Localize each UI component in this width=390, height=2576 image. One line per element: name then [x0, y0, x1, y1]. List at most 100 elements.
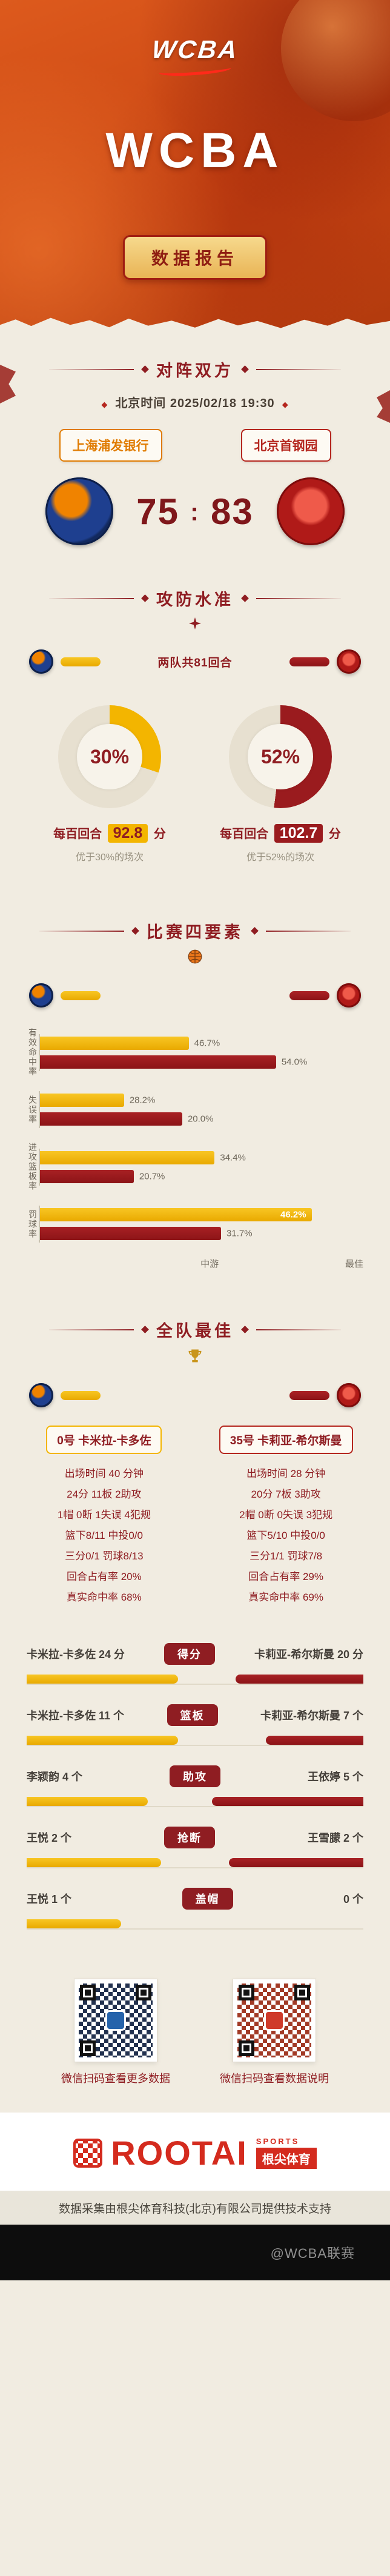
leader-row-bars: [27, 1675, 363, 1685]
data-report-button[interactable]: 数据报告: [122, 235, 267, 280]
diamond-icon: [141, 365, 149, 373]
title-line-left: [49, 1329, 134, 1330]
bottom-bar: @WCBA联赛: [0, 2225, 390, 2280]
away-team-logo-small: [337, 1383, 361, 1407]
home-per100-value: 92.8: [107, 824, 148, 843]
leader-row-bars: [27, 1919, 363, 1930]
title-line-left: [39, 930, 124, 932]
diamond-icon: [251, 927, 259, 935]
away-bar: 54.0%: [40, 1055, 307, 1069]
home-bar: 46.7%: [40, 1036, 220, 1050]
factor-bars: 46.2% 31.7%: [39, 1206, 363, 1243]
stat-line: 2帽 0断 0失误 3犯规: [239, 1509, 333, 1521]
factor-bars: 34.4% 20.7%: [39, 1148, 363, 1186]
factor-row-turnover: 失误率 28.2% 20.0%: [22, 1091, 363, 1128]
stat-line: 出场时间 28 分钟: [246, 1468, 326, 1479]
factor-row-efg: 有效命中率 46.7% 54.0%: [22, 1028, 363, 1077]
away-team-marker: [289, 1383, 361, 1407]
away-pace-donut-chart: 52%: [229, 705, 332, 808]
home-team-logo-small: [29, 983, 53, 1007]
rootai-brand-name: ROOTAI: [111, 2134, 248, 2172]
qr-finder-icon: [80, 2040, 96, 2056]
home-bar: [27, 1797, 148, 1806]
home-leader-text: 卡米拉-卡多佐 24 分: [27, 1648, 125, 1661]
per100-prefix: 每百回合: [53, 828, 102, 841]
basketball-icon: [0, 949, 390, 968]
away-bar-value: 20.0%: [187, 1114, 214, 1124]
away-bar-value: 54.0%: [281, 1057, 308, 1067]
leader-row-texts: 王悦 2 个 抢断 王雪朦 2 个: [27, 1827, 363, 1848]
away-bar: [265, 1736, 363, 1745]
per100-prefix: 每百回合: [220, 828, 269, 841]
match-datetime-text: 北京时间 2025/02/18 19:30: [115, 397, 275, 410]
qr-center-logo: [264, 2010, 285, 2031]
home-leader-text: 李颖韵 4 个: [27, 1771, 83, 1783]
leader-row-texts: 卡米拉-卡多佐 11 个 篮板 卡莉亚-希尔斯曼 7 个: [27, 1704, 363, 1726]
leader-row-bars: [27, 1797, 363, 1807]
rootai-brand-right: SPORTS 根尖体育: [256, 2137, 317, 2169]
title-line-right: [256, 597, 341, 599]
stat-line: 24分 11板 2助攻: [67, 1489, 142, 1500]
matchup-section-title: 对阵双方: [0, 357, 390, 381]
axis-best-label: 最佳: [345, 1259, 363, 1269]
qr-finder-icon: [80, 1985, 96, 2000]
per100-suffix: 分: [328, 828, 341, 841]
rootai-sports-label: SPORTS: [256, 2137, 300, 2146]
home-best-player-name: 0号 卡米拉-卡多佐: [46, 1426, 162, 1454]
home-team-marker: [29, 983, 101, 1007]
leader-comparison: 卡米拉-卡多佐 24 分 得分 卡莉亚-希尔斯曼 20 分 卡米拉-卡多佐 11…: [0, 1625, 390, 1937]
away-color-swatch: [289, 991, 329, 1000]
home-bar: 28.2%: [40, 1094, 155, 1107]
pace-section: 攻防水准 两队共81回合 30% 每百回合: [0, 566, 390, 898]
away-bar: [211, 1797, 363, 1806]
wcba-logo-text: WCBA: [150, 35, 240, 64]
away-per100-line: 每百回合 102.7 分: [208, 824, 353, 843]
diamond-deco-icon: ◆: [101, 400, 108, 409]
factor-label: 进攻篮板率: [28, 1143, 38, 1191]
away-rank-note: 优于52%的场次: [246, 852, 315, 863]
factor-bars: 28.2% 20.0%: [39, 1091, 363, 1128]
away-color-swatch: [289, 657, 329, 666]
home-team-marker: [29, 1383, 101, 1407]
page-title: WCBA: [105, 123, 285, 178]
factor-bars: 46.7% 54.0%: [39, 1034, 363, 1071]
away-bar-value: 31.7%: [226, 1228, 253, 1239]
leader-row-assists: 李颖韵 4 个 助攻 王依婷 5 个: [27, 1753, 363, 1814]
title-line-right: [256, 368, 341, 370]
away-bar: 20.7%: [40, 1169, 165, 1183]
home-pace-donut-chart: 30%: [58, 705, 161, 808]
away-leader-text: 王依婷 5 个: [307, 1771, 363, 1783]
stat-line: 真实命中率 68%: [67, 1592, 142, 1603]
qr-code-data-notes: [233, 1979, 316, 2062]
leader-row-steals: 王悦 2 个 抢断 王雪朦 2 个: [27, 1814, 363, 1876]
home-bar: [27, 1736, 179, 1745]
diamond-icon: [141, 1326, 149, 1333]
away-team-marker: [289, 649, 361, 674]
pace-away-column: 52% 每百回合 102.7 分 优于52%的场次: [208, 705, 353, 863]
pace-donut-charts: 30% 每百回合 92.8 分 优于30%的场次 52% 每百回合 102.7 …: [0, 705, 390, 863]
factor-row-ftrate: 罚球率 46.2% 31.7%: [22, 1206, 363, 1243]
header: WCBA WCBA 数据报告: [0, 0, 390, 332]
qr-center-logo: [105, 2010, 126, 2031]
qr-section: 微信扫码查看更多数据 微信扫码查看数据说明: [0, 1961, 390, 2113]
stat-line: 回合占有率 20%: [67, 1571, 142, 1582]
sparkle-star-icon: [0, 616, 390, 634]
qr-caption-right: 微信扫码查看数据说明: [220, 2073, 329, 2085]
away-team-logo-small: [336, 649, 361, 674]
away-color-swatch: [289, 1390, 329, 1400]
leader-row-texts: 王悦 1 个 盖帽 0 个: [27, 1888, 363, 1910]
title-line-right: [256, 1329, 341, 1330]
diamond-icon: [131, 927, 139, 935]
home-rank-note: 优于30%的场次: [75, 852, 144, 863]
away-team-logo: [276, 477, 345, 545]
home-best-player-card: 0号 卡米拉-卡多佐 出场时间 40 分钟 24分 11板 2助攻 1帽 0断 …: [27, 1426, 182, 1608]
diamond-icon: [141, 594, 149, 602]
factor-row-oreb: 进攻篮板率 34.4% 20.7%: [22, 1143, 363, 1191]
final-score: 75:83: [136, 491, 254, 533]
away-best-player-card: 35号 卡莉亚-希尔斯曼 出场时间 28 分钟 20分 7板 3助攻 2帽 0断…: [208, 1426, 363, 1608]
basketball-photo-decoration: [281, 0, 390, 121]
home-bar: 34.4%: [40, 1150, 246, 1164]
data-credit-line: 数据采集由根尖体育科技(北京)有限公司提供技术支持: [0, 2191, 390, 2225]
score-colon: :: [190, 497, 200, 526]
away-bar: 31.7%: [40, 1227, 253, 1240]
